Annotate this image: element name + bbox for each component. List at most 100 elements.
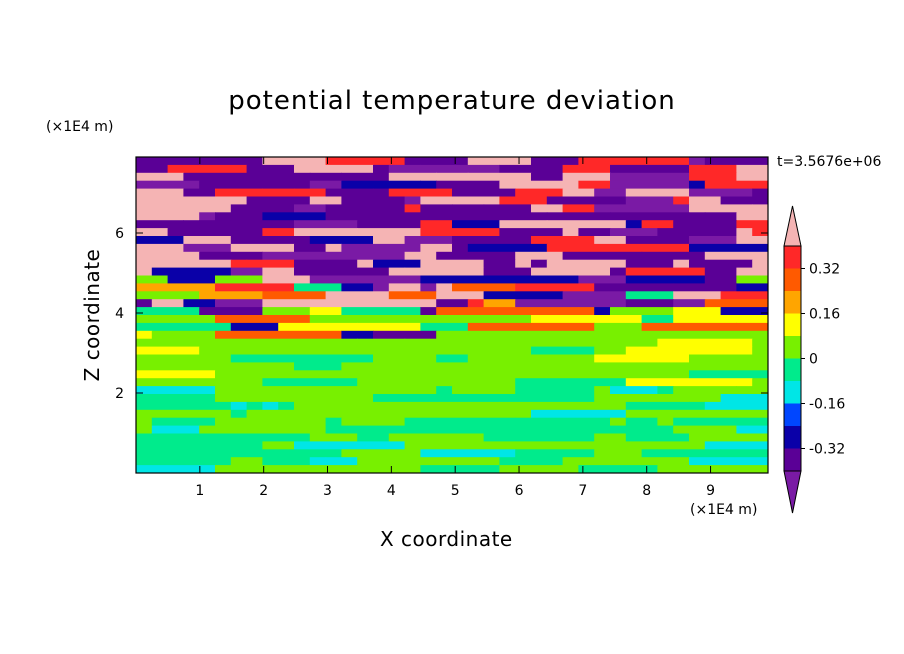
field-cell: [420, 180, 437, 190]
y-tick-label: 4: [115, 306, 124, 322]
field-cell: [388, 299, 437, 308]
field-cell: [420, 220, 453, 229]
field-cell: [420, 164, 500, 174]
field-cell: [467, 212, 548, 221]
field-cell: [325, 346, 406, 356]
field-cell: [357, 259, 374, 269]
field-cell: [151, 299, 184, 308]
field-cell: [625, 196, 674, 205]
field-cell: [625, 220, 643, 229]
field-cell: [136, 330, 153, 340]
colorbar-band: [784, 426, 801, 449]
field-cell: [546, 220, 627, 229]
field-cell: [246, 401, 263, 411]
field-cell: [167, 315, 216, 324]
field-cell: [673, 417, 768, 427]
field-cell: [625, 338, 658, 348]
field-cell: [420, 196, 500, 205]
field-cell: [531, 172, 564, 182]
field-cell: [736, 228, 753, 237]
field-cell: [467, 401, 500, 411]
field-cell: [136, 188, 184, 198]
colorbar-extend-max: [783, 205, 802, 247]
colorbar-band: [784, 448, 801, 472]
field-cell: [736, 283, 768, 292]
field-cell: [736, 220, 768, 229]
field-cell: [262, 307, 311, 316]
field-cell: [373, 370, 390, 379]
field-cell: [610, 157, 690, 166]
field-cell: [199, 228, 263, 237]
field-cell: [136, 180, 153, 190]
field-cell: [499, 164, 564, 174]
field-cell: [689, 180, 706, 190]
field-cell: [594, 204, 627, 213]
field-cell: [357, 378, 390, 387]
field-cell: [230, 243, 295, 253]
field-cell: [562, 291, 627, 300]
field-cell: [499, 394, 548, 403]
field-cell: [215, 449, 342, 458]
colorbar-band: [784, 336, 801, 359]
field-cell: [515, 299, 564, 308]
field-cell: [673, 220, 737, 229]
heatmap-field: [136, 157, 768, 473]
field-cell: [309, 465, 421, 473]
field-cell: [215, 299, 263, 308]
colorbar-band: [784, 358, 801, 382]
field-cell: [420, 228, 500, 237]
field-cell: [452, 204, 485, 213]
field-cell: [262, 180, 311, 190]
field-cell: [625, 299, 674, 308]
field-cell: [404, 236, 453, 245]
field-cell: [641, 220, 674, 229]
field-cell: [515, 441, 548, 450]
field-cell: [199, 251, 263, 261]
field-cell: [420, 322, 469, 332]
field-cell: [610, 180, 690, 190]
field-cell: [531, 204, 564, 213]
field-cell: [246, 259, 295, 269]
field-cell: [167, 164, 248, 174]
field-cell: [499, 457, 564, 466]
field-cell: [594, 394, 722, 403]
field-cell: [325, 457, 358, 466]
field-cell: [673, 386, 737, 395]
field-cell: [546, 394, 595, 403]
field-cell: [199, 180, 263, 190]
field-cell: [294, 283, 342, 292]
field-cell: [199, 196, 248, 205]
field-cell: [341, 157, 406, 166]
field-cell: [136, 417, 153, 427]
field-cell: [151, 425, 200, 435]
colorbar-band: [784, 403, 801, 427]
x-tick-label: 8: [642, 483, 651, 499]
field-cell: [673, 259, 690, 269]
field-cell: [452, 188, 516, 198]
field-cell: [515, 417, 611, 427]
field-cell: [657, 465, 768, 473]
field-cell: [594, 354, 690, 363]
field-cell: [562, 299, 611, 308]
field-cell: [341, 196, 374, 205]
field-cell: [341, 283, 374, 292]
field-cell: [436, 180, 500, 190]
field-cell: [388, 283, 421, 292]
field-cell: [704, 299, 768, 308]
field-cell: [183, 172, 248, 182]
field-cell: [673, 291, 722, 300]
field-cell: [673, 283, 706, 292]
field-cell: [388, 378, 516, 387]
y-tick-label: 2: [115, 386, 124, 402]
field-cell: [215, 370, 342, 379]
field-cell: [515, 259, 532, 269]
field-cell: [436, 330, 564, 340]
colorbar-tick-label: 0.32: [809, 262, 840, 278]
field-cell: [546, 196, 627, 205]
field-cell: [373, 330, 437, 340]
chart-title: potential temperature deviation: [228, 86, 676, 116]
y-axis-unit: (×1E4 m): [46, 119, 114, 135]
field-cell: [294, 259, 358, 269]
field-cell: [136, 401, 216, 411]
field-cell: [215, 394, 295, 403]
